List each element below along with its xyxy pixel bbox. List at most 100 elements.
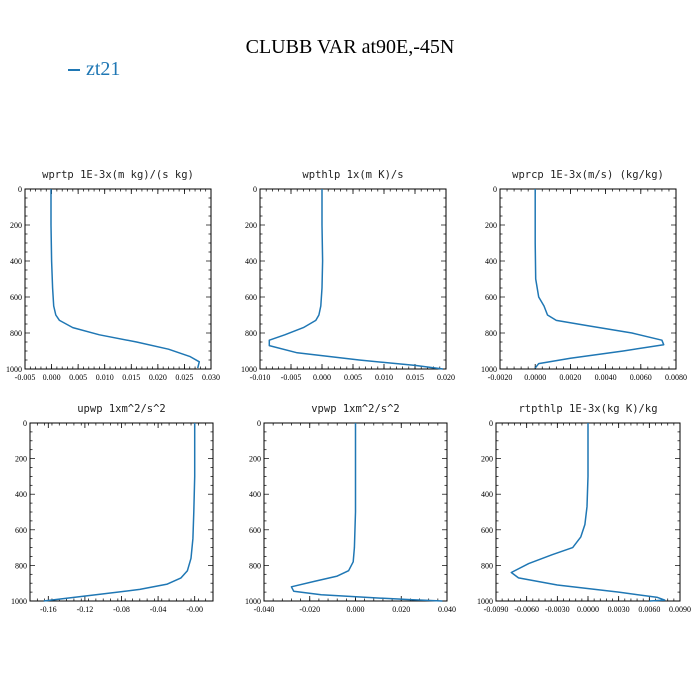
y-tick-label: 1000 bbox=[481, 365, 497, 374]
x-tick-label: 0.020 bbox=[392, 605, 410, 614]
plot-frame bbox=[259, 188, 447, 370]
panel-title: vpwp 1xm^2/s^2 bbox=[311, 403, 400, 415]
x-tick-label: 0.0060 bbox=[630, 373, 652, 382]
x-tick-label: -0.040 bbox=[254, 605, 275, 614]
panel-1: wprtp 1E-3x(m kg)/(s kg) -0.005 0.000 0.005… bbox=[6, 169, 220, 382]
x-tick-label: 0.020 bbox=[437, 373, 455, 382]
panel-3: wprcp 1E-3x(m/s) (kg/kg) -0.0020 0.0000 0.0… bbox=[481, 169, 687, 382]
x-tick-label: 0.000 bbox=[347, 605, 365, 614]
y-tick-label: 200 bbox=[485, 221, 497, 230]
y-tick-label: 600 bbox=[245, 293, 257, 302]
x-tick-label: -0.0090 bbox=[484, 605, 509, 614]
y-tick-label: 800 bbox=[15, 561, 27, 570]
plot-frame bbox=[499, 188, 677, 370]
x-tick-label: 0.0000 bbox=[577, 605, 599, 614]
y-tick-label: 600 bbox=[485, 293, 497, 302]
x-tick-label: -0.12 bbox=[77, 605, 94, 614]
x-tick-label: 0.005 bbox=[344, 373, 362, 382]
legend-line-icon bbox=[68, 69, 80, 72]
y-tick-label: 200 bbox=[481, 455, 493, 464]
panel-title: wprtp 1E-3x(m kg)/(s kg) bbox=[42, 169, 194, 181]
y-tick-label: 1000 bbox=[11, 597, 27, 606]
panel-title: wprcp 1E-3x(m/s) (kg/kg) bbox=[512, 169, 664, 181]
series-line-zt21 bbox=[43, 423, 196, 602]
x-tick-label: 0.010 bbox=[375, 373, 393, 382]
x-tick-label: 0.010 bbox=[96, 373, 114, 382]
x-tick-label: 0.0030 bbox=[608, 605, 630, 614]
y-tick-label: 0 bbox=[489, 419, 493, 428]
y-tick-label: 200 bbox=[249, 455, 261, 464]
x-tick-label: 0.0020 bbox=[559, 373, 581, 382]
x-tick-label: 0.020 bbox=[149, 373, 167, 382]
y-tick-label: 1000 bbox=[477, 597, 493, 606]
x-tick-label: 0.030 bbox=[202, 373, 220, 382]
panel-6: rtpthlp 1E-3x(kg K)/kg -0.0090 -0.0060 -0.0… bbox=[477, 403, 691, 614]
y-tick-label: 600 bbox=[10, 293, 22, 302]
x-tick-label: -0.005 bbox=[15, 373, 36, 382]
panel-title: wpthlp 1x(m K)/s bbox=[302, 169, 403, 181]
y-tick-label: 0 bbox=[23, 419, 27, 428]
y-tick-label: 1000 bbox=[245, 597, 261, 606]
x-tick-label: 0.000 bbox=[43, 373, 61, 382]
y-tick-label: 200 bbox=[10, 221, 22, 230]
y-tick-label: 400 bbox=[10, 257, 22, 266]
y-tick-label: 600 bbox=[15, 526, 27, 535]
y-tick-label: 400 bbox=[485, 257, 497, 266]
x-tick-label: -0.020 bbox=[299, 605, 320, 614]
panel-5: vpwp 1xm^2/s^2 -0.040 -0.020 0.000 0.020 0.04… bbox=[245, 403, 456, 614]
y-tick-label: 0 bbox=[18, 185, 22, 194]
y-tick-label: 400 bbox=[245, 257, 257, 266]
y-tick-label: 400 bbox=[481, 490, 493, 499]
x-tick-label: -0.0060 bbox=[514, 605, 539, 614]
y-tick-label: 400 bbox=[15, 490, 27, 499]
y-tick-label: 1000 bbox=[241, 365, 257, 374]
x-tick-label: 0.015 bbox=[406, 373, 424, 382]
plot-frame bbox=[29, 422, 214, 602]
x-tick-label: 0.040 bbox=[438, 605, 456, 614]
y-tick-label: 800 bbox=[485, 329, 497, 338]
y-tick-label: 0 bbox=[253, 185, 257, 194]
y-tick-label: 0 bbox=[257, 419, 261, 428]
series-line-zt21 bbox=[510, 423, 666, 602]
panel-title: upwp 1xm^2/s^2 bbox=[77, 403, 166, 415]
x-tick-label: 0.015 bbox=[122, 373, 140, 382]
page-title: CLUBB VAR at90E,-45N bbox=[245, 36, 455, 58]
panel-4: upwp 1xm^2/s^2 -0.16 -0.12 -0.08 -0.04 -0.00 0… bbox=[11, 403, 214, 614]
series-line-zt21 bbox=[290, 423, 443, 602]
x-tick-label: 0.0060 bbox=[638, 605, 660, 614]
y-tick-label: 200 bbox=[15, 455, 27, 464]
x-tick-label: -0.0020 bbox=[488, 373, 513, 382]
x-tick-label: 0.0000 bbox=[524, 373, 546, 382]
x-tick-label: 0.0080 bbox=[665, 373, 687, 382]
y-tick-label: 200 bbox=[245, 221, 257, 230]
x-tick-label: 0.005 bbox=[69, 373, 87, 382]
y-tick-label: 600 bbox=[481, 526, 493, 535]
series-line-zt21 bbox=[50, 189, 201, 369]
series-line-zt21 bbox=[534, 189, 665, 369]
legend: zt21 bbox=[68, 58, 120, 81]
x-tick-label: -0.16 bbox=[40, 605, 57, 614]
y-tick-label: 800 bbox=[481, 561, 493, 570]
y-tick-label: 800 bbox=[10, 329, 22, 338]
x-tick-label: 0.0090 bbox=[669, 605, 691, 614]
series-line-zt21 bbox=[268, 189, 443, 370]
y-tick-label: 800 bbox=[249, 561, 261, 570]
x-tick-label: -0.005 bbox=[281, 373, 302, 382]
y-tick-label: 1000 bbox=[6, 365, 22, 374]
x-tick-label: -0.04 bbox=[150, 605, 167, 614]
panel-title: rtpthlp 1E-3x(kg K)/kg bbox=[518, 403, 657, 415]
x-tick-label: -0.00 bbox=[186, 605, 203, 614]
panel-2: wpthlp 1x(m K)/s -0.010 -0.005 0.000 0.005 0.… bbox=[241, 169, 455, 382]
x-tick-label: 0.025 bbox=[175, 373, 193, 382]
legend-label: zt21 bbox=[86, 58, 121, 80]
y-tick-label: 400 bbox=[249, 490, 261, 499]
x-tick-label: -0.0030 bbox=[545, 605, 570, 614]
x-tick-label: 0.0040 bbox=[595, 373, 617, 382]
x-tick-label: -0.08 bbox=[113, 605, 130, 614]
y-tick-label: 600 bbox=[249, 526, 261, 535]
x-tick-label: 0.000 bbox=[313, 373, 331, 382]
x-tick-label: -0.010 bbox=[250, 373, 271, 382]
y-tick-label: 800 bbox=[245, 329, 257, 338]
y-tick-label: 0 bbox=[493, 185, 497, 194]
